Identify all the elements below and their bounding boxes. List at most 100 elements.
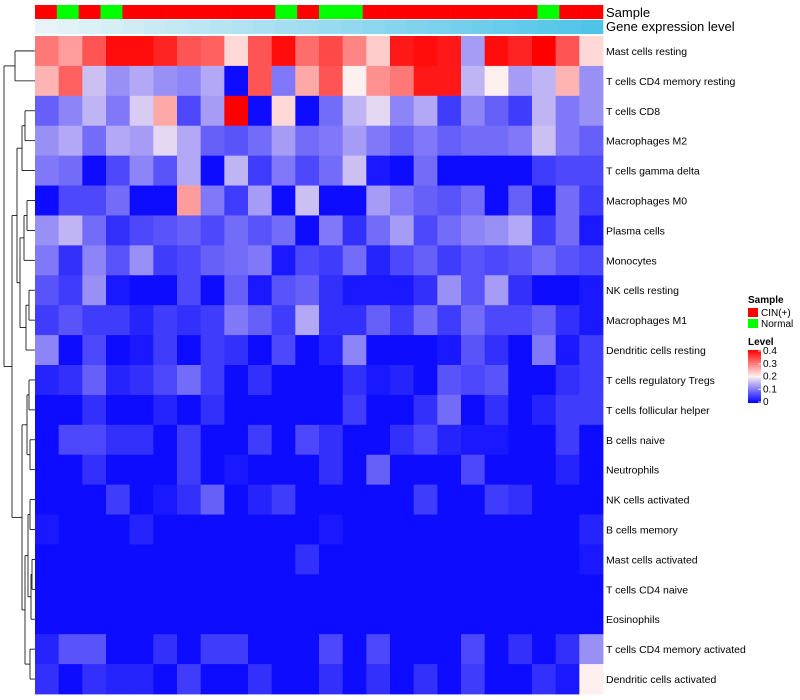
heatmap-cell: [200, 424, 225, 456]
heatmap-cell: [342, 245, 367, 276]
heatmap-cell: [129, 634, 154, 665]
heatmap-cell: [555, 305, 580, 336]
heatmap-cell: [200, 514, 225, 545]
heatmap-cell: [177, 394, 202, 426]
heatmap-cell: [437, 155, 462, 186]
heatmap-cell: [106, 125, 131, 157]
heatmap-cell: [484, 335, 509, 366]
sample-annotation-cell: [559, 5, 582, 19]
heatmap-cell: [153, 155, 178, 186]
heatmap-cell: [461, 634, 486, 665]
gene-expression-annotation-cell: [122, 20, 145, 34]
heatmap-cell: [35, 155, 60, 186]
heatmap-cell: [129, 245, 154, 276]
heatmap-cell: [35, 604, 60, 635]
legend: Sample CIN(+)Normal Level 0.4 0.3 0.20.1 0: [748, 295, 793, 408]
heatmap-cell: [153, 484, 178, 515]
heatmap-cell: [437, 245, 462, 276]
heatmap-cell: [58, 544, 83, 575]
heatmap-cell: [177, 514, 202, 545]
heatmap-cell: [461, 185, 486, 216]
heatmap-cell: [82, 365, 107, 396]
heatmap-cell: [82, 125, 107, 157]
heatmap-cell: [153, 275, 178, 306]
heatmap-cell: [555, 275, 580, 306]
heatmap-cell: [319, 245, 344, 276]
sample-annotation-cell: [209, 5, 232, 19]
row-dendrogram: [3, 50, 35, 680]
heatmap-cell: [271, 634, 296, 665]
heatmap-cell: [532, 185, 557, 216]
heatmap-cell: [200, 36, 225, 67]
heatmap-cell: [437, 484, 462, 515]
heatmap-cell: [579, 275, 604, 306]
heatmap-cell: [555, 484, 580, 515]
heatmap-cell: [106, 275, 131, 306]
gene-expression-annotation-cell: [450, 20, 473, 34]
heatmap-cell: [366, 514, 391, 545]
heatmap-cell: [129, 574, 154, 605]
heatmap-cell: [248, 275, 273, 306]
heatmap-cell: [295, 335, 320, 366]
heatmap-cell: [484, 484, 509, 515]
gene-expression-annotation-cell: [187, 20, 211, 34]
heatmap-cell: [177, 634, 202, 665]
heatmap-cell: [35, 36, 60, 67]
heatmap-cell: [413, 155, 438, 186]
heatmap-cell: [58, 305, 83, 336]
heatmap-cell: [82, 454, 107, 486]
heatmap-cell: [579, 335, 604, 366]
heatmap-cell: [58, 365, 83, 396]
heatmap-cell: [200, 155, 225, 186]
heatmap-cell: [579, 365, 604, 396]
heatmap-cell: [413, 394, 438, 426]
heatmap-cell: [129, 275, 154, 306]
heatmap-cell: [58, 215, 83, 246]
heatmap-cell: [200, 215, 225, 246]
heatmap-cell: [129, 514, 154, 545]
gene-expression-annotation-cell: [537, 20, 560, 34]
heatmap-cell: [319, 664, 344, 695]
heatmap-cell: [461, 604, 486, 635]
heatmap-cell: [153, 335, 178, 366]
heatmap-cell: [342, 335, 367, 366]
heatmap-cell: [248, 36, 273, 67]
heatmap-cell: [224, 275, 249, 306]
heatmap-cell: [271, 185, 296, 216]
heatmap-cell: [58, 155, 83, 186]
heatmap-cell: [532, 245, 557, 276]
gene-expression-annotation-cell: [362, 20, 385, 34]
heatmap-cell: [342, 125, 367, 157]
heatmap-cell: [295, 514, 320, 545]
heatmap-cell: [224, 514, 249, 545]
heatmap-cell: [35, 424, 60, 456]
heatmap-cell: [82, 245, 107, 276]
heatmap-cell: [35, 454, 60, 486]
heatmap-cell: [177, 664, 202, 695]
heatmap-cell: [177, 365, 202, 396]
heatmap-cell: [58, 185, 83, 216]
heatmap-cell: [224, 365, 249, 396]
row-label: Dendritic cells resting: [606, 345, 706, 357]
heatmap-cell: [532, 65, 557, 97]
gene-expression-annotation-cell: [428, 20, 451, 34]
heatmap-cell: [484, 604, 509, 635]
heatmap-cell: [390, 544, 415, 575]
heatmap-cell: [129, 36, 154, 67]
heatmap-cell: [319, 544, 344, 575]
gene-expression-annotation-cell: [253, 20, 276, 34]
heatmap-cell: [555, 544, 580, 575]
heatmap-cell: [224, 155, 249, 186]
heatmap-cell: [224, 664, 249, 695]
heatmap-cell: [58, 454, 83, 486]
heatmap-cell: [271, 365, 296, 396]
heatmap-cell: [461, 95, 486, 127]
heatmap-cell: [437, 305, 462, 336]
heatmap-cell: [177, 275, 202, 306]
heatmap-cell: [461, 125, 486, 157]
heatmap-cell: [413, 604, 438, 635]
heatmap-cell: [271, 664, 296, 695]
heatmap-cell: [295, 394, 320, 426]
heatmap-cell: [295, 155, 320, 186]
gene-expression-annotation-cell: [231, 20, 254, 34]
